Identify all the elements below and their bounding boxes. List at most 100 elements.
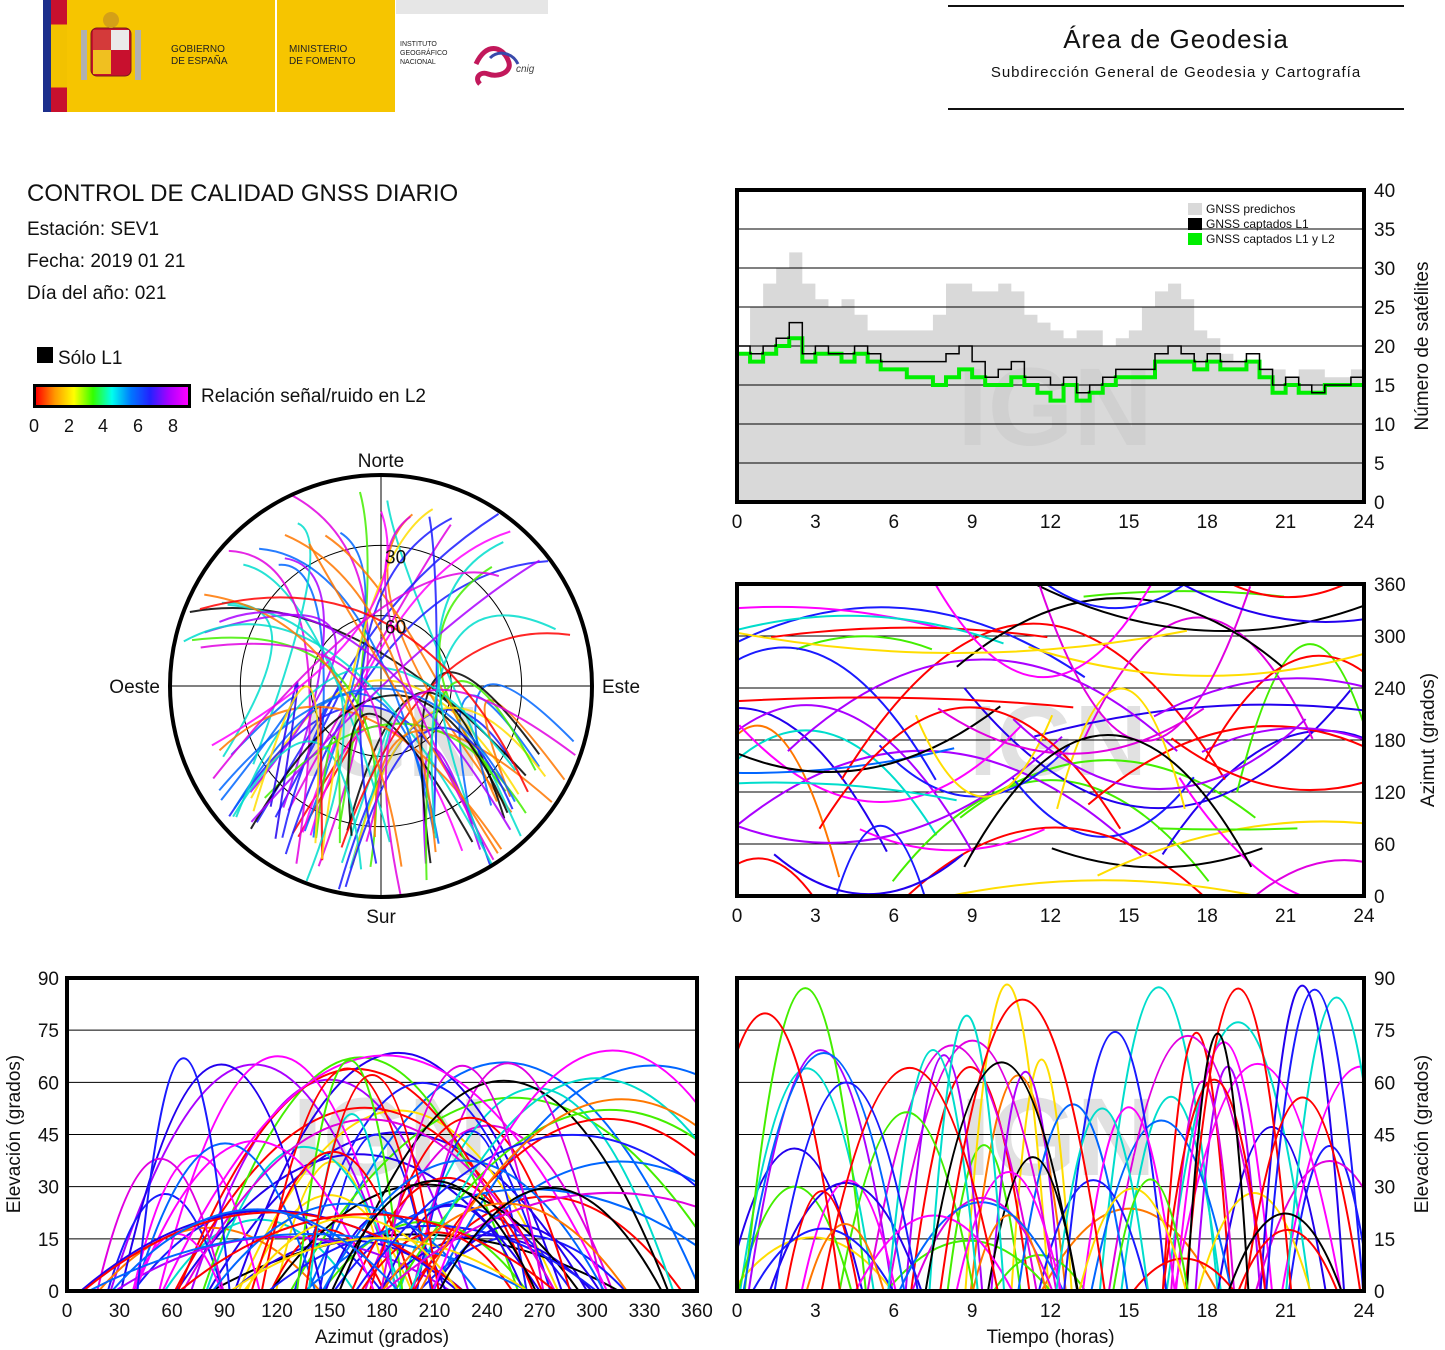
- azimuth-track: [737, 749, 1142, 856]
- elevaz-track: [412, 1062, 604, 1291]
- azimuth-track: [1201, 727, 1364, 753]
- elevtime-xtick: 6: [888, 1301, 899, 1322]
- elevtime-track: [747, 1049, 894, 1291]
- satcount-ytick: 10: [1374, 415, 1395, 436]
- elevaz-ytick: 30: [38, 1178, 59, 1199]
- satellite-track: [250, 694, 509, 830]
- azimuth-ytick: 120: [1374, 783, 1406, 804]
- azimuth-track: [963, 734, 1253, 868]
- solo-l1-label: Sólo L1: [58, 348, 123, 369]
- azimuth-track: [1180, 584, 1364, 623]
- elevtime-track: [887, 1049, 979, 1291]
- elevtime-track: [964, 983, 1050, 1291]
- elevtime-track: [969, 1074, 1067, 1291]
- ign-label-2: GEOGRÁFICO: [400, 50, 448, 57]
- elevaz-track: [289, 1096, 697, 1291]
- elevtime-track: [1259, 984, 1346, 1291]
- azimuth-track: [956, 597, 1283, 668]
- azimuth-track: [818, 706, 1122, 830]
- azimuth-track: [1178, 777, 1306, 896]
- satcount-ytick: 20: [1374, 337, 1395, 358]
- satellite-track: [232, 740, 363, 870]
- date-label: Fecha: 2019 01 21: [27, 251, 186, 272]
- elevaz-track: [163, 1218, 356, 1291]
- azimuth-track: [773, 853, 964, 896]
- azimuth-track: [770, 626, 1048, 639]
- satellite-track: [204, 613, 337, 793]
- satellite-track: [290, 494, 369, 867]
- elevaz-track: [296, 1059, 404, 1291]
- solo-l1-swatch: [37, 347, 53, 363]
- satcount-ytick: 0: [1374, 493, 1385, 514]
- satellite-track: [218, 687, 516, 803]
- ign-label-1: INSTITUTO: [400, 41, 437, 48]
- satellite-track: [428, 516, 438, 829]
- elevtime-ytick: 30: [1374, 1178, 1395, 1199]
- coat-of-arms-icon: [81, 12, 141, 80]
- elevtime-track: [887, 1039, 1058, 1291]
- elevtime-ytick: 60: [1374, 1073, 1395, 1094]
- elevaz-ylabel: Elevación (grados): [4, 1055, 25, 1213]
- elevaz-track: [136, 1057, 231, 1291]
- azimuth-track: [937, 707, 1205, 755]
- satellite-track: [430, 614, 557, 839]
- elevaz-xtick: 330: [629, 1301, 661, 1322]
- elevaz-xtick: 360: [681, 1301, 713, 1322]
- elevaz-xtick: 60: [161, 1301, 182, 1322]
- elevtime-track: [737, 1012, 841, 1291]
- elevaz-track: [134, 1142, 317, 1291]
- azimuth-track: [737, 857, 814, 896]
- elevtime-track: [1173, 1062, 1342, 1291]
- elevaz-xtick: 300: [576, 1301, 608, 1322]
- azimuth-track: [1051, 847, 1263, 869]
- satellite-track: [351, 706, 547, 866]
- elevtime-track: [743, 987, 867, 1291]
- gov-label-1: GOBIERNO: [171, 44, 225, 55]
- area-subtitle: Subdirección General de Geodesia y Carto…: [990, 64, 1362, 81]
- elevaz-xtick: 270: [524, 1301, 556, 1322]
- elevaz-ytick: 0: [48, 1282, 59, 1303]
- elevaz-track: [205, 1145, 403, 1291]
- azimuth-track: [1097, 820, 1364, 877]
- flag-strip: [43, 0, 67, 112]
- satellite-track: [252, 685, 320, 844]
- elevtime-xtick: 15: [1118, 1301, 1139, 1322]
- azimuth-track: [796, 635, 933, 651]
- azimuth-track: [1028, 646, 1364, 677]
- satellite-track: [200, 642, 383, 842]
- azimuth-track: [1044, 584, 1187, 609]
- azimuth-track: [737, 629, 1188, 655]
- azimuth-track: [737, 606, 1086, 679]
- azimuth-track: [1157, 827, 1298, 831]
- elevaz-xtick: 0: [62, 1301, 73, 1322]
- skyplot-ring-label: 30: [385, 547, 406, 568]
- legend-swatch: [1188, 203, 1202, 215]
- azimuth-track: [737, 735, 1063, 844]
- snr-colorbar: [33, 384, 191, 408]
- elevtime-track: [866, 1044, 1038, 1291]
- azimuth-track: [737, 781, 957, 802]
- legend-swatch: [1188, 233, 1202, 245]
- elevtime-track: [1112, 1178, 1189, 1291]
- legend-label: GNSS captados L1 y L2: [1206, 232, 1335, 246]
- elevtime-track: [1081, 1106, 1176, 1291]
- azimuth-track: [1253, 859, 1364, 896]
- elevtime-track: [1107, 1034, 1268, 1291]
- ministry-logo: MINISTERIO DE FOMENTO: [277, 0, 395, 112]
- gov-label-2: DE ESPAÑA: [171, 56, 228, 67]
- elevaz-track: [243, 1215, 460, 1291]
- elevaz-track: [432, 1064, 697, 1291]
- satcount-xtick: 12: [1040, 512, 1061, 533]
- azimuth-track: [1153, 677, 1364, 718]
- elevtime-xtick: 0: [732, 1301, 743, 1322]
- elevtime-track: [990, 1071, 1061, 1291]
- elevaz-track: [158, 1055, 398, 1291]
- elevaz-ytick: 75: [38, 1021, 59, 1042]
- skyplot-north-label: Norte: [358, 451, 404, 472]
- satellite-track: [284, 534, 437, 853]
- satellite-track: [259, 547, 436, 834]
- government-logo: GOBIERNO DE ESPAÑA: [67, 0, 275, 112]
- elevtime-track: [854, 1214, 1014, 1291]
- satellite-track: [483, 699, 566, 798]
- elevtime-track: [1161, 1079, 1267, 1291]
